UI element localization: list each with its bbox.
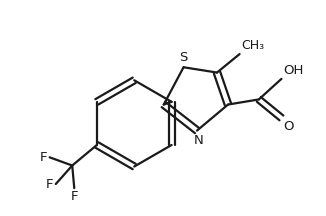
Text: F: F — [40, 151, 48, 164]
Text: OH: OH — [284, 64, 304, 77]
Text: CH₃: CH₃ — [242, 39, 265, 52]
Text: F: F — [46, 178, 54, 191]
Text: F: F — [70, 190, 78, 203]
Text: S: S — [179, 51, 188, 64]
Text: N: N — [194, 134, 204, 147]
Text: O: O — [284, 120, 294, 133]
